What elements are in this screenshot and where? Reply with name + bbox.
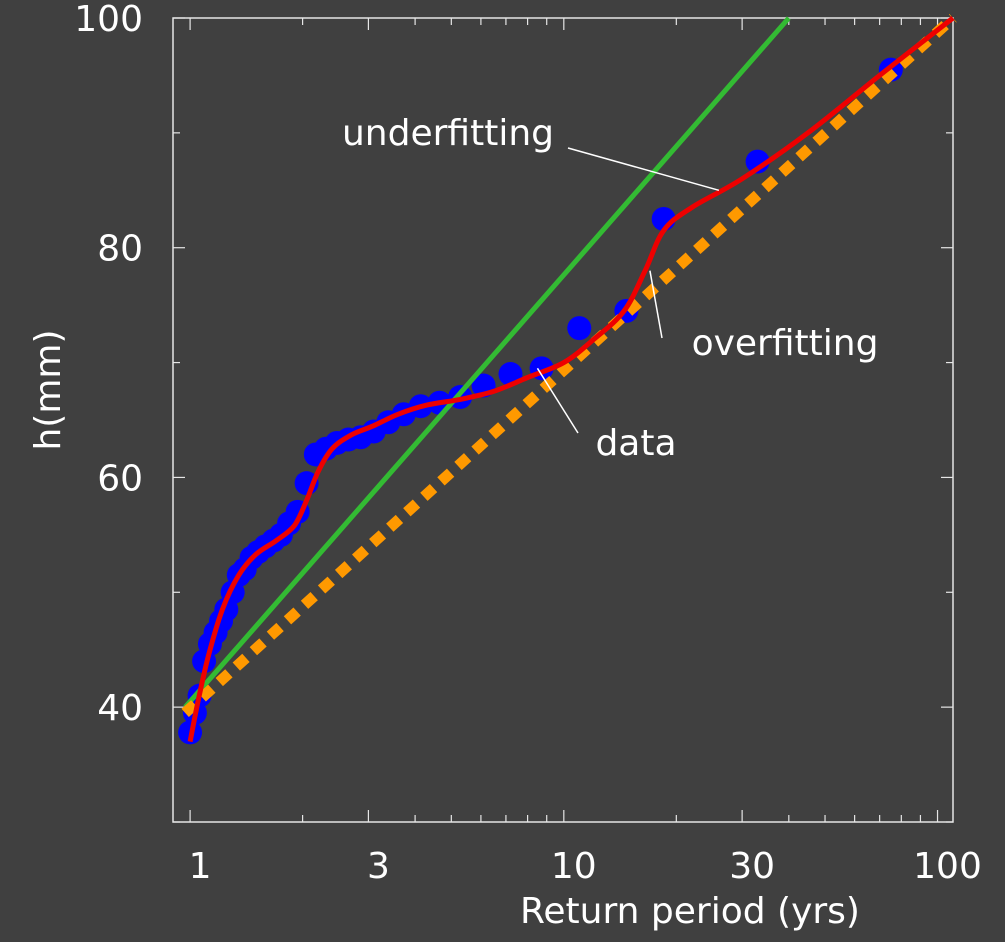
- underfitting-line: [183, 16, 791, 709]
- x-axis-label: Return period (yrs): [520, 891, 860, 932]
- x-tick-label: 1: [189, 846, 212, 887]
- annotation-underfitting: underfitting: [342, 113, 554, 154]
- data-points: [178, 57, 903, 745]
- annotation-overfitting: overfitting: [692, 323, 879, 364]
- y-tick-label: 80: [97, 229, 143, 270]
- y-tick-label: 100: [74, 0, 143, 40]
- annotation-leader: [567, 147, 720, 192]
- x-tick-label: 3: [367, 846, 390, 887]
- overfitting-curve: [187, 16, 955, 743]
- y-tick-labels: 40 60 80 100: [74, 0, 143, 729]
- y-tick-label: 40: [97, 688, 143, 729]
- x-tick-label: 100: [913, 846, 982, 887]
- x-tick-label: 10: [551, 846, 597, 887]
- ticks: [173, 17, 953, 823]
- y-axis-label: h(mm): [28, 329, 69, 450]
- plot-area: [172, 17, 954, 823]
- dotted-fit-line: [181, 13, 957, 717]
- series-layer: [178, 13, 957, 745]
- data-point: [567, 316, 592, 341]
- y-tick-label: 60: [97, 458, 143, 499]
- plot-frame: [172, 17, 954, 823]
- annotations: underfitting overfitting data: [342, 113, 878, 464]
- x-tick-label: 30: [729, 846, 775, 887]
- annotation-data: data: [595, 423, 676, 464]
- annotation-leader: [649, 270, 663, 339]
- x-tick-labels: 1 3 10 30 100: [189, 846, 982, 887]
- annotation-leader: [536, 367, 579, 434]
